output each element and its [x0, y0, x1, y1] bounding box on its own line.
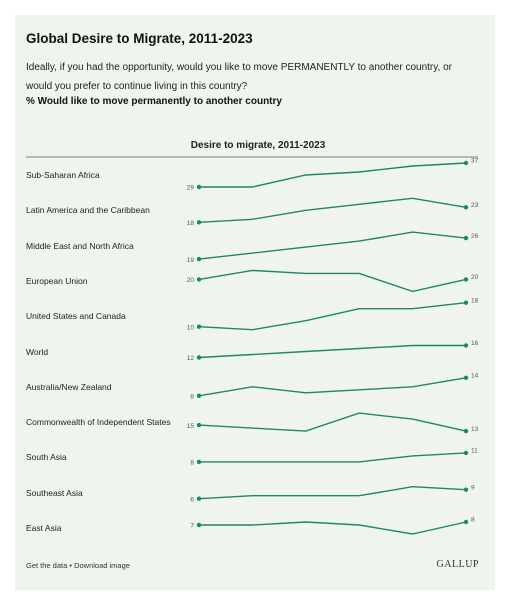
value-label: 12: [187, 355, 195, 362]
end-point: [463, 487, 469, 492]
value-label: 20: [187, 277, 195, 284]
end-point: [196, 496, 202, 501]
value-label: 8: [190, 460, 194, 467]
value-label: 23: [471, 202, 479, 209]
measure-label: % Would like to move permanently to anot…: [26, 96, 282, 107]
row-label: European Union: [26, 275, 88, 286]
end-point: [463, 428, 469, 434]
line: [198, 412, 467, 432]
end-point: [196, 459, 202, 465]
row-label: Australia/New Zealand: [26, 381, 112, 392]
chart-title: Global Desire to Migrate, 2011-2023: [26, 31, 253, 46]
value-label: 37: [471, 158, 479, 165]
row-label: United States and Canada: [26, 311, 126, 322]
row-label: South Asia: [26, 452, 67, 463]
value-label: 9: [471, 484, 475, 491]
panel: [15, 15, 495, 590]
line: [198, 377, 467, 397]
value-label: 13: [471, 426, 479, 433]
value-label: 11: [471, 448, 478, 455]
end-point: [463, 343, 469, 348]
line: [198, 344, 466, 359]
value-label: 6: [190, 496, 194, 503]
end-point: [463, 160, 469, 166]
value-label: 19: [187, 257, 195, 264]
value-label: 18: [187, 220, 195, 227]
value-label: 8: [190, 394, 194, 401]
value-label: 18: [471, 297, 479, 304]
end-point: [196, 422, 202, 428]
row-label: World: [26, 346, 49, 357]
value-label: 16: [471, 340, 479, 347]
row-label: Latin America and the Caribbean: [26, 205, 150, 216]
end-point: [196, 324, 202, 329]
line: [199, 162, 467, 188]
end-point: [463, 300, 469, 305]
line: [199, 452, 467, 463]
value-label: 26: [471, 233, 479, 240]
end-point: [463, 450, 469, 456]
line: [198, 485, 467, 500]
value-label: 29: [187, 185, 195, 192]
end-point: [196, 256, 202, 262]
row-label: Southeast Asia: [26, 487, 83, 498]
panel-title: Desire to migrate, 2011-2023: [190, 140, 326, 151]
value-label: 15: [187, 423, 195, 430]
row-label: Commonwealth of Independent States: [26, 417, 171, 428]
end-point: [196, 220, 202, 225]
line: [198, 302, 467, 331]
value-label: 8: [471, 517, 475, 524]
end-point: [463, 205, 469, 210]
chart-subtitle: Ideally, if you had the opportunity, wou…: [26, 62, 452, 92]
footer-links[interactable]: Get the data • Download image: [26, 561, 130, 570]
end-point: [463, 519, 469, 525]
line: [198, 269, 467, 293]
line: [198, 231, 467, 260]
brand: GALLUP: [436, 559, 479, 570]
line: [198, 197, 467, 223]
row-label: East Asia: [26, 523, 62, 533]
end-point: [196, 184, 202, 190]
end-point: [196, 277, 202, 282]
value-label: 7: [190, 523, 194, 530]
end-point: [463, 235, 469, 241]
end-point: [196, 393, 202, 398]
value-label: 20: [471, 274, 479, 281]
line: [199, 521, 467, 535]
value-label: 10: [187, 324, 195, 331]
end-point: [463, 375, 469, 380]
value-label: 14: [471, 373, 479, 380]
end-point: [196, 522, 202, 528]
row-label: Middle East and North Africa: [26, 240, 134, 251]
end-point: [463, 277, 469, 282]
end-point: [196, 355, 202, 360]
row-label: Sub-Saharan Africa: [26, 170, 100, 180]
